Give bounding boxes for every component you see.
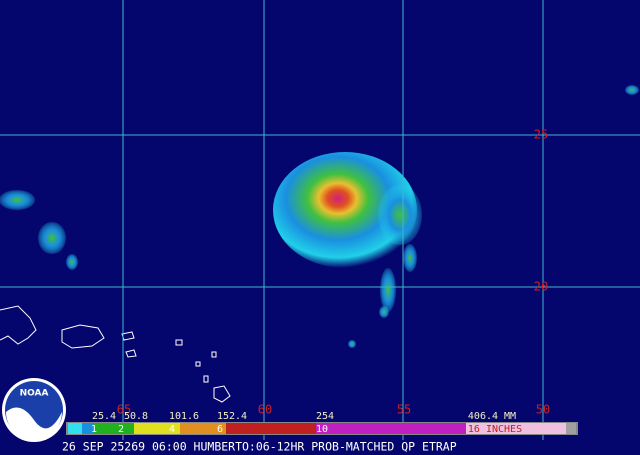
lat-label: 20 (534, 280, 548, 294)
lon-label: 65 (117, 403, 131, 417)
colorbar (66, 422, 578, 435)
colorbar-inch-label: 6 (217, 424, 223, 435)
logo-text: NOAA (20, 389, 49, 399)
caption: 26 SEP 25269 06:00 HUMBERTO:06-12HR PROB… (62, 440, 457, 454)
colorbar-mm-label: 101.6 (169, 411, 199, 422)
coastline (0, 305, 231, 403)
colorbar-inch-label: 2 (118, 424, 124, 435)
lon-label: 60 (258, 403, 272, 417)
colorbar-mm-label: 50.8 (124, 411, 148, 422)
colorbar-mm-label: 406.4 MM (468, 411, 516, 422)
rainfall (0, 85, 639, 348)
graticule (0, 0, 640, 440)
lat-label: 25 (534, 128, 548, 142)
colorbar-mm-label: 254 (316, 411, 334, 422)
logo: NOAA (2, 378, 66, 442)
colorbar-inch-label: 4 (169, 424, 175, 435)
lon-label: 55 (397, 403, 411, 417)
colorbar-inch-label: 10 (316, 424, 328, 435)
colorbar-mm-label: 152.4 (217, 411, 247, 422)
lon-label: 50 (536, 403, 550, 417)
colorbar-mm-label: 25.4 (92, 411, 116, 422)
colorbar-inch-label: 16 INCHES (468, 424, 522, 435)
colorbar-inch-label: 1 (91, 424, 97, 435)
